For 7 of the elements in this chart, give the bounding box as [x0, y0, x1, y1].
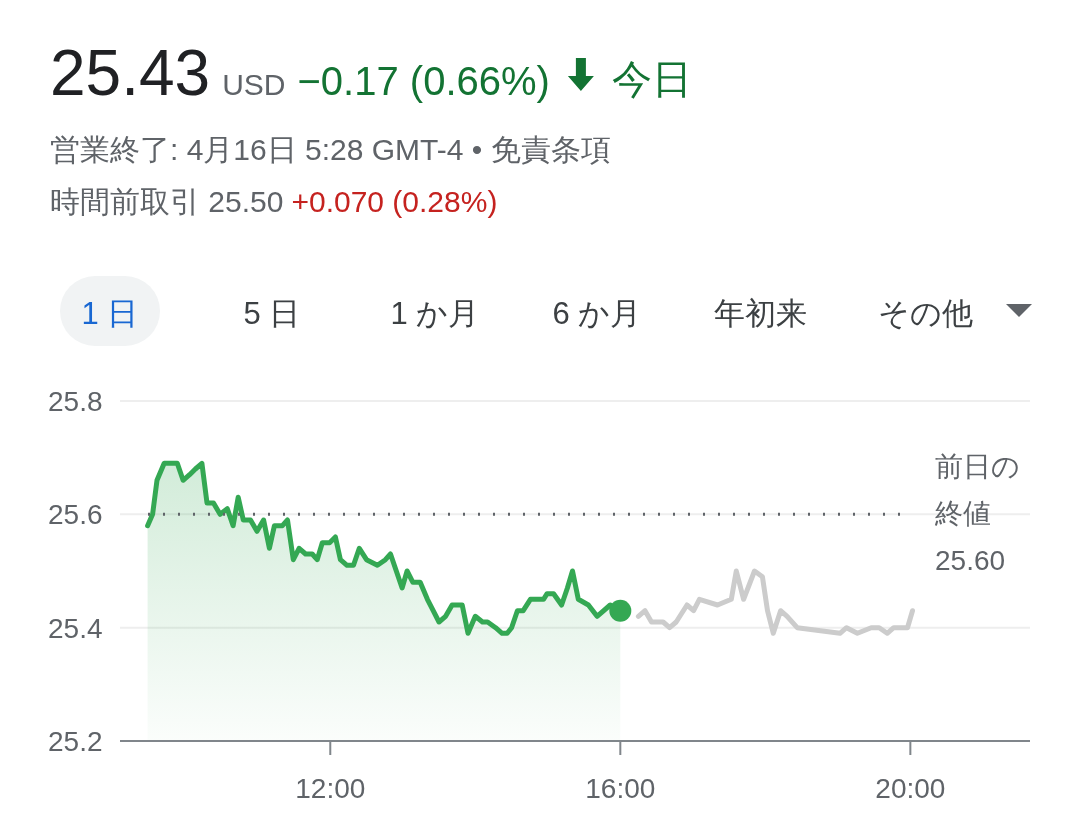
title: 25.43 [50, 37, 211, 109]
subtitle: USD [222, 68, 286, 101]
annotation: −0.17 (0.66%) [297, 59, 550, 103]
annotation: 今日 [611, 57, 692, 101]
annotation: 時間前取引 25.50 [50, 185, 284, 218]
annotation: +0.070 (0.28%) [291, 185, 498, 218]
annotation: 営業終了: 4月16日 5:28 GMT-4 • 免責条項 [50, 133, 611, 166]
